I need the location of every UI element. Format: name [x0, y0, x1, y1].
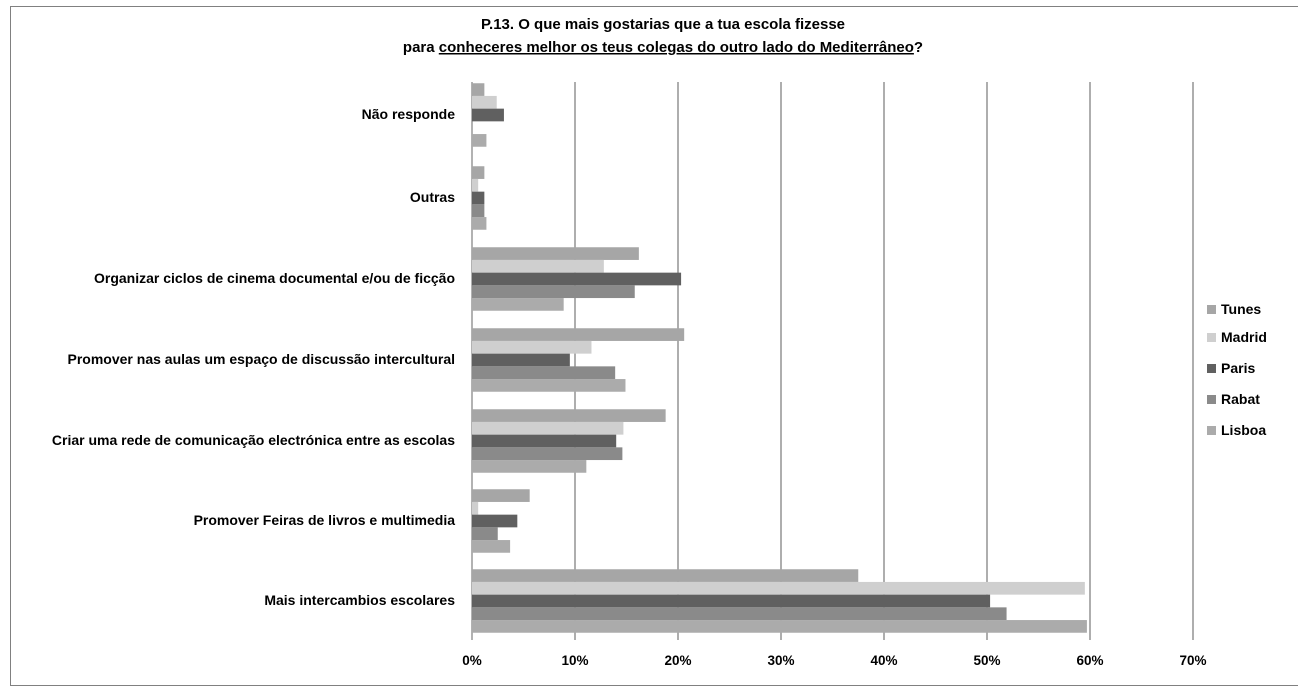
bar-paris-4: [472, 434, 617, 448]
bars: [472, 83, 1087, 633]
bar-rabat-6: [472, 607, 1007, 621]
x-tick-label-3: 30%: [767, 653, 794, 668]
bar-lisboa-5: [472, 540, 511, 553]
bar-chart: Não responde Outras Organizar ciclos de ci…: [52, 16, 1267, 668]
legend-label-rabat: Rabat: [1221, 391, 1260, 407]
category-label-2: Organizar ciclos de cinema documental e/…: [94, 270, 455, 286]
legend-swatch-rabat: [1207, 395, 1216, 404]
bar-madrid-6: [472, 581, 1085, 595]
bar-lisboa-0: [472, 134, 487, 147]
bar-paris-6: [472, 594, 991, 608]
x-tick-label-0: 0%: [462, 653, 482, 668]
category-label-6: Mais intercambios escolares: [264, 592, 455, 608]
legend-swatch-lisboa: [1207, 426, 1216, 435]
legend-label-tunes: Tunes: [1221, 301, 1261, 317]
bar-lisboa-6: [472, 620, 1087, 633]
category-labels: Não responde Outras Organizar ciclos de ci…: [52, 106, 455, 608]
x-tick-label-1: 10%: [561, 653, 588, 668]
bar-madrid-2: [472, 259, 604, 273]
legend-swatch-tunes: [1207, 305, 1216, 314]
bar-madrid-1: [472, 178, 479, 192]
bar-tunes-5: [472, 489, 530, 502]
bar-rabat-2: [472, 285, 635, 299]
bar-paris-1: [472, 191, 485, 205]
bar-madrid-0: [472, 95, 497, 109]
x-tick-label-5: 50%: [973, 653, 1000, 668]
bar-paris-2: [472, 272, 682, 286]
chart-title-line2-prefix: para: [403, 39, 439, 56]
x-tick-label-7: 70%: [1179, 653, 1206, 668]
legend: Tunes Madrid Paris Rabat Lisboa: [1207, 301, 1267, 438]
bar-madrid-3: [472, 340, 592, 354]
category-label-4: Criar uma rede de comunicação electrónic…: [52, 432, 455, 448]
x-tick-labels: 0% 10% 20% 30% 40% 50% 60% 70%: [462, 653, 1206, 668]
bar-tunes-3: [472, 328, 685, 341]
bar-tunes-6: [472, 569, 859, 582]
legend-label-lisboa: Lisboa: [1221, 422, 1266, 438]
bar-lisboa-2: [472, 298, 564, 311]
category-label-5: Promover Feiras de livros e multimedia: [194, 512, 456, 528]
x-tick-label-4: 40%: [870, 653, 897, 668]
bar-paris-0: [472, 108, 504, 122]
category-label-3: Promover nas aulas um espaço de discussã…: [68, 351, 455, 367]
bar-lisboa-1: [472, 217, 487, 230]
bar-madrid-4: [472, 421, 624, 435]
category-label-0: Não responde: [362, 106, 456, 122]
legend-label-madrid: Madrid: [1221, 329, 1267, 345]
bar-rabat-1: [472, 204, 485, 218]
bar-rabat-3: [472, 366, 616, 380]
gridlines: [471, 82, 1194, 640]
bar-tunes-4: [472, 409, 666, 422]
bar-madrid-5: [472, 501, 479, 515]
bar-paris-3: [472, 353, 570, 367]
legend-swatch-madrid: [1207, 333, 1216, 342]
bar-tunes-1: [472, 166, 485, 179]
category-label-1: Outras: [410, 189, 455, 205]
bar-lisboa-3: [472, 379, 626, 392]
x-tick-label-6: 60%: [1076, 653, 1103, 668]
x-tick-label-2: 20%: [664, 653, 691, 668]
chart-title-line2-suffix: ?: [914, 39, 923, 56]
bar-rabat-4: [472, 447, 623, 461]
chart-title-line2: para conheceres melhor os teus colegas d…: [403, 39, 923, 56]
legend-swatch-paris: [1207, 364, 1216, 373]
bar-lisboa-4: [472, 460, 587, 473]
chart-title-line1: P.13. O que mais gostarias que a tua esc…: [481, 16, 845, 33]
bar-tunes-0: [472, 83, 485, 96]
legend-label-paris: Paris: [1221, 360, 1255, 376]
bar-tunes-2: [472, 247, 639, 260]
chart-title-line2-underlined: conheceres melhor os teus colegas do out…: [439, 39, 914, 56]
bar-paris-5: [472, 514, 518, 528]
bar-rabat-5: [472, 527, 498, 541]
